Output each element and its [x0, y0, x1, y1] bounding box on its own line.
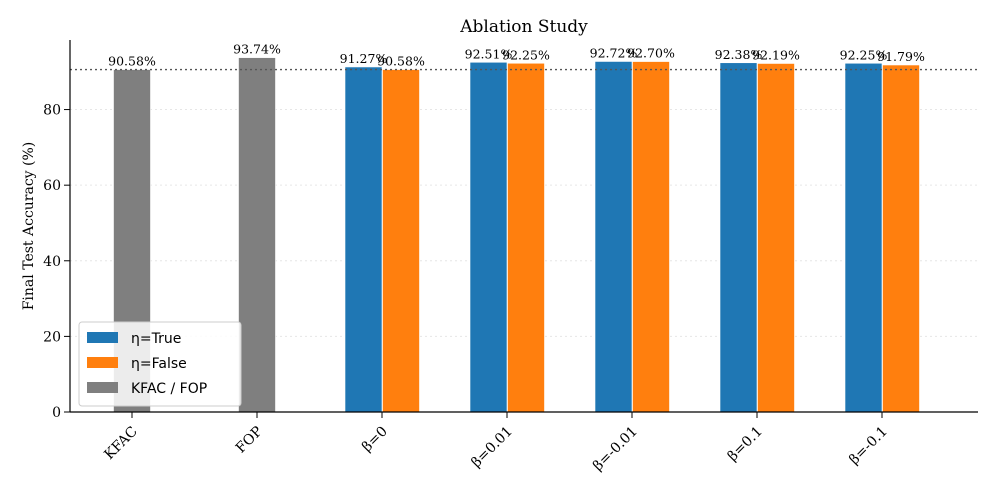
bar-eta-false: [882, 64, 920, 413]
y-axis-label: Final Test Accuracy (%): [21, 142, 37, 311]
bar-eta-false-label: 90.58%: [377, 54, 425, 69]
bar-eta-false: [507, 62, 545, 413]
bar-eta-false-label: 92.25%: [502, 47, 550, 62]
x-tick-label: β=0.1: [725, 424, 766, 465]
bar-eta-true-label: 92.72%: [590, 45, 638, 60]
bar-eta-false-label: 92.70%: [627, 46, 675, 61]
bar-baseline: [238, 57, 276, 413]
legend-label: KFAC / FOP: [131, 381, 207, 397]
bar-eta-true-label: 91.27%: [340, 51, 388, 66]
x-tick-label: FOP: [233, 424, 266, 457]
y-tick-label: 20: [43, 329, 61, 345]
legend-label: η=False: [131, 356, 187, 372]
bar-eta-true: [344, 66, 383, 413]
bar-eta-false: [632, 61, 670, 413]
legend-swatch: [87, 382, 118, 393]
x-tick-label: β=-0.01: [590, 424, 641, 475]
bar-eta-true-label: 92.51%: [465, 46, 513, 61]
bar-baseline-label: 93.74%: [233, 42, 281, 57]
legend-box: [78, 321, 242, 407]
x-tick-label: β=0.01: [468, 424, 515, 471]
y-tick-label: 40: [43, 254, 61, 270]
chart-title: Ablation Study: [459, 17, 588, 37]
bar-eta-true: [844, 62, 883, 413]
bar-baseline-label: 90.58%: [108, 54, 156, 69]
y-tick-label: 60: [43, 178, 61, 194]
bar-eta-true-label: 92.25%: [840, 47, 888, 62]
legend: η=True η=False KFAC / FOP: [78, 321, 242, 407]
legend-swatch: [87, 357, 118, 368]
bar-eta-true-label: 92.38%: [715, 47, 763, 62]
x-tick-label: β=0: [359, 424, 391, 456]
legend-swatch: [87, 332, 118, 343]
bar-eta-false: [757, 63, 795, 413]
y-tick-label: 80: [43, 103, 61, 119]
x-tick-label: KFAC: [101, 424, 140, 463]
x-tick-label: β=-0.1: [846, 424, 890, 468]
legend-label: η=True: [131, 331, 181, 347]
bar-eta-true: [469, 61, 508, 413]
bar-eta-false-label: 91.79%: [877, 49, 925, 64]
bar-eta-false-label: 92.19%: [752, 47, 800, 62]
bar-eta-true: [719, 62, 758, 413]
bar-eta-false: [382, 69, 420, 413]
bar-eta-true: [594, 61, 633, 413]
y-tick-label: 0: [52, 405, 61, 421]
